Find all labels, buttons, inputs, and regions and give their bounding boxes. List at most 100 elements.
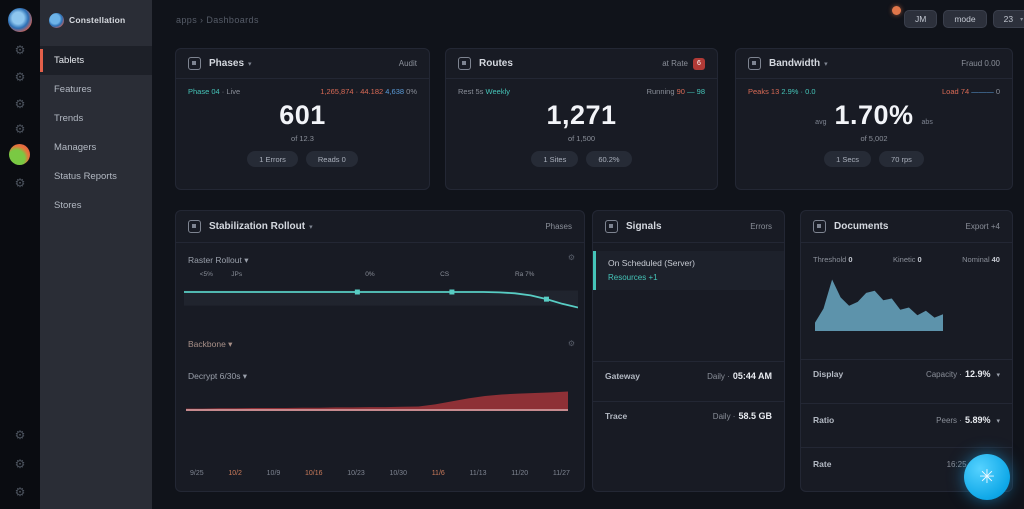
sidebar-item-tablets[interactable]: Tablets (40, 46, 152, 75)
chart-annotation: Ra 7% (514, 271, 535, 278)
card-link[interactable]: Fraud 0.00 (961, 59, 1000, 68)
stat-label: Nominal (962, 255, 990, 264)
chevron-down-icon[interactable]: ▾ (996, 418, 1000, 425)
row-value-strong: 05:44 AM (732, 371, 772, 381)
row-value: Daily · 58.5 GB (713, 411, 772, 421)
phases-icon (188, 57, 201, 70)
list-item[interactable]: Ratio Peers · 5.89% ▾ (813, 415, 1000, 425)
app-logo-icon[interactable] (8, 8, 32, 32)
pill-errors[interactable]: 1 Errors (247, 151, 298, 167)
row-value-strong: 5.89% (964, 415, 991, 425)
card-title: Bandwidth (769, 58, 821, 69)
sub-left: Rest 5s (458, 87, 484, 96)
section-label-decrypt[interactable]: Decrypt 6/30s ▾ (188, 371, 248, 381)
pill-reads[interactable]: Reads 0 (305, 151, 358, 167)
gear-icon[interactable]: ⚙ (14, 43, 26, 57)
alert-badge[interactable]: 6 (693, 57, 705, 70)
active-signal-item[interactable]: On Scheduled (Server) Resources +1 (593, 251, 784, 290)
sidebar-item-stores[interactable]: Stores (40, 191, 152, 220)
chevron-down-icon: ▾ (1020, 16, 1024, 23)
gear-icon[interactable]: ⚙ (567, 339, 575, 348)
notification-dot[interactable] (892, 6, 901, 15)
sidebar-item-trends[interactable]: Trends (40, 104, 152, 133)
card-link[interactable]: Audit (398, 59, 417, 68)
stat-value: 0 (848, 255, 853, 264)
panel-link[interactable]: Errors (750, 222, 772, 231)
divider (801, 403, 1012, 404)
routes-icon (458, 57, 471, 70)
chart-annotation: JPs (231, 271, 243, 278)
sub-right: Load 74 (942, 87, 970, 96)
card-header: Routes at Rate 6 (446, 49, 717, 79)
divider (593, 361, 784, 362)
apps-color-icon[interactable] (9, 144, 30, 165)
row-value: Daily · 05:44 AM (707, 371, 772, 381)
avatar[interactable]: JM (904, 10, 938, 28)
row-label: Rate (813, 459, 832, 469)
plugin-icon[interactable]: ⚙ (14, 457, 26, 471)
stat-value: 0 (917, 255, 922, 264)
sub-right-link[interactable]: 4,638 (385, 87, 405, 96)
x-axis-tick: 11/27 (552, 470, 570, 477)
grid-icon[interactable]: ⚙ (14, 122, 26, 136)
value-prefix: avg (815, 119, 827, 126)
settings-icon[interactable]: ⚙ (14, 428, 26, 442)
x-axis-tick: 9/25 (190, 470, 204, 477)
chart-icon (188, 220, 201, 233)
volume-area-chart (815, 279, 943, 331)
list-item[interactable]: Gateway Daily · 05:44 AM (605, 371, 772, 381)
rollout-chart-panel: Stabilization Rollout ▾ Phases Raster Ro… (175, 210, 585, 492)
sidebar: Constellation Tablets Features Trends Ma… (40, 0, 152, 509)
signals-icon (605, 220, 618, 233)
x-axis-tick: 10/30 (389, 470, 407, 477)
chart-annotation: CS (440, 271, 450, 278)
pill-rps[interactable]: 70 rps (879, 151, 924, 167)
mode-label: mode (954, 14, 976, 24)
list-item[interactable]: Display Capacity · 12.9% ▾ (813, 369, 1000, 379)
signal-subtitle[interactable]: Resources +1 (608, 273, 658, 282)
documents-icon (813, 220, 826, 233)
card-link[interactable]: at Rate (662, 59, 688, 68)
kpi-caption: of 12.3 (291, 134, 314, 143)
pill-sites[interactable]: 1 Sites (531, 151, 579, 167)
error-area-chart (186, 391, 568, 411)
help-icon[interactable]: ⚙ (14, 485, 26, 499)
mode-toggle-button[interactable]: mode (943, 10, 987, 28)
row-value-muted: Capacity · (925, 370, 962, 379)
layers-icon[interactable]: ⚙ (14, 97, 26, 111)
panel-link[interactable]: Export +4 (965, 222, 1000, 231)
gear-icon[interactable]: ⚙ (567, 253, 575, 262)
card-header: Bandwidth ▾ Fraud 0.00 (736, 49, 1012, 79)
panel-link[interactable]: Phases (545, 222, 572, 231)
signals-panel: Signals Errors On Scheduled (Server) Res… (592, 210, 785, 492)
header-actions: JM mode 23 ▾ (904, 10, 1024, 28)
row-value-muted: 16:25 · (946, 460, 972, 469)
sidebar-item-features[interactable]: Features (40, 75, 152, 104)
nodes-icon[interactable]: ⚙ (14, 70, 26, 84)
count-dropdown[interactable]: 23 ▾ (992, 10, 1024, 28)
pill-secs[interactable]: 1 Secs (824, 151, 872, 167)
brand-name: Constellation (69, 15, 126, 25)
shield-icon[interactable]: ⚙ (14, 176, 26, 190)
pill-percent[interactable]: 60.2% (586, 151, 632, 167)
sidebar-item-label: Tablets (54, 55, 85, 66)
chevron-down-icon[interactable]: ▾ (996, 372, 1000, 379)
chevron-down-icon[interactable]: ▾ (309, 223, 313, 231)
divider (801, 447, 1012, 448)
chevron-down-icon[interactable]: ▾ (248, 60, 252, 68)
card-subheader: Peaks 13 2.9% · 0.0 Load 74 ——— 0 (736, 79, 1012, 96)
section-label-backbone[interactable]: Backbone ▾ (188, 339, 233, 349)
sidebar-item-status-reports[interactable]: Status Reports (40, 162, 152, 191)
stat-value: 40 (991, 255, 1000, 264)
section-label-raster[interactable]: Raster Rollout ▾ (188, 255, 249, 265)
sidebar-item-managers[interactable]: Managers (40, 133, 152, 162)
row-value-muted: Daily · (707, 372, 730, 381)
kpi-value: 601 (279, 100, 326, 130)
chevron-down-icon[interactable]: ▾ (824, 60, 828, 68)
sub-right-value: 90 (676, 87, 685, 96)
card-title: Routes (479, 58, 513, 69)
assistant-fab-button[interactable]: ✳ (964, 454, 1010, 500)
list-item[interactable]: Trace Daily · 58.5 GB (605, 411, 772, 421)
brand[interactable]: Constellation (40, 0, 152, 40)
sidebar-item-label: Status Reports (54, 171, 117, 182)
